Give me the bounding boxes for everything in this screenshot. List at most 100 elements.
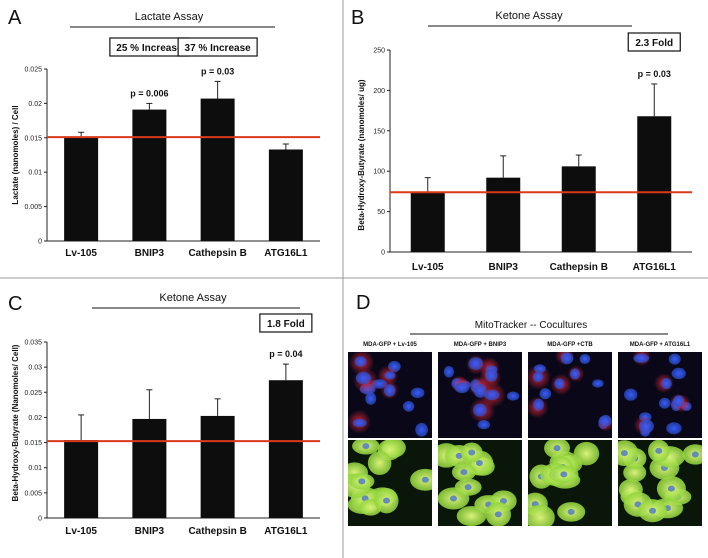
panel-letter-d: D [356, 292, 370, 314]
y-tick-label: 0.005 [24, 490, 42, 497]
nucleus [560, 471, 568, 478]
gfp-cell [573, 441, 600, 466]
p-value-label: p = 0.03 [638, 69, 671, 79]
gfp-cell [367, 451, 392, 475]
nucleus [506, 391, 520, 401]
category-label: Lv-105 [65, 248, 97, 259]
chart-title: Lactate Assay [135, 11, 204, 23]
category-label: Cathepsin B [550, 262, 608, 273]
gfp-image [528, 440, 612, 526]
nucleus [362, 443, 370, 450]
y-tick-label: 0.015 [24, 135, 42, 142]
gfp-cell [623, 463, 647, 482]
y-tick-label: 200 [373, 88, 385, 95]
annotation-label: 25 % Increase [116, 43, 183, 54]
nucleus [415, 422, 428, 437]
y-tick-label: 0 [381, 250, 385, 257]
mitotracker-image [618, 352, 702, 438]
bar [637, 116, 672, 252]
nucleus [455, 452, 463, 459]
nucleus [599, 414, 612, 427]
mitotracker-image [438, 352, 522, 438]
y-axis-label: Beta-Hydroxy-Butyrate (nanomoles/ ug) [357, 79, 366, 230]
p-value-label: p = 0.006 [130, 88, 168, 98]
nucleus [691, 451, 699, 458]
panel-b: B Ketone Assay Beta-Hydroxy-Butyrate (na… [351, 7, 692, 273]
nucleus [532, 371, 544, 383]
micrograph-grid: MDA-GFP + Lv-105 MDA-GFP + BNIP3 MDA-GFP +… [348, 342, 702, 526]
nucleus [666, 422, 682, 435]
nucleus [553, 445, 561, 452]
y-tick-label: 250 [373, 48, 385, 55]
nucleus [365, 392, 377, 405]
category-label: BNIP3 [135, 248, 165, 259]
gfp-image [348, 440, 432, 526]
category-label: Cathepsin B [188, 248, 246, 259]
y-tick-label: 100 [373, 169, 385, 176]
micrograph-title: MitoTracker -- Cocultures [475, 320, 587, 331]
mitotracker-image [348, 352, 432, 438]
nucleus [655, 447, 663, 454]
bar [132, 109, 167, 241]
bar [200, 415, 235, 518]
mitotracker-image [528, 352, 612, 438]
annotation-label: 37 % Increase [185, 43, 252, 54]
nucleus [554, 378, 565, 390]
gfp-cell [410, 468, 432, 491]
nucleus [485, 368, 498, 382]
y-tick-label: 0.03 [28, 365, 42, 372]
nucleus [354, 356, 367, 367]
gfp-cell [618, 440, 639, 466]
nucleus [638, 419, 654, 434]
nucleus [383, 384, 396, 397]
chart-title: Ketone Assay [495, 10, 563, 22]
panel-letter-a: A [8, 7, 22, 29]
nucleus [592, 379, 604, 388]
nucleus [633, 353, 650, 363]
nucleus [671, 367, 686, 380]
nucleus [673, 395, 685, 408]
y-tick-label: 50 [377, 209, 385, 216]
nucleus [539, 388, 552, 400]
annotation-label: 1.8 Fold [267, 319, 305, 330]
y-tick-label: 0 [38, 516, 42, 523]
y-tick-label: 0.015 [24, 440, 42, 447]
gfp-cell [528, 504, 555, 526]
annotation-label: 2.3 Fold [635, 38, 673, 49]
annotation-box [627, 32, 681, 52]
panel-letter-c: C [8, 293, 22, 315]
nucleus [668, 353, 681, 365]
p-value-label: p = 0.04 [269, 349, 302, 359]
y-tick-label: 0.02 [28, 415, 42, 422]
micrograph-column-label: MDA-GFP + Lv-105 [363, 342, 417, 348]
plot-area: 0 50 100 150 200 250 Lv-105 BNIP3 Cathepsin B ATG… [373, 32, 692, 273]
chart-title: Ketone Assay [159, 292, 227, 304]
category-label: Lv-105 [412, 262, 444, 273]
annotation-box [177, 37, 258, 57]
panel-d: D MitoTracker -- Cocultures MDA-GFP + Lv… [348, 292, 702, 526]
nucleus [475, 460, 483, 467]
nucleus [658, 397, 671, 409]
nucleus [402, 400, 415, 412]
category-label: Lv-105 [65, 526, 97, 537]
plot-area: 0 0.005 0.01 0.015 0.02 0.025 Lv-105 BNIP3 Cathe… [24, 37, 320, 259]
nucleus [473, 383, 487, 398]
bar [132, 418, 167, 518]
nucleus [499, 497, 507, 504]
nucleus [410, 387, 425, 399]
nucleus [464, 484, 472, 491]
nucleus [449, 495, 457, 502]
bar [64, 440, 99, 518]
bar [561, 166, 596, 252]
micrograph-column-label: MDA-GFP + BNIP3 [454, 342, 507, 348]
nucleus [454, 382, 470, 394]
y-axis-label: Beta-Hydroxy-Butyrate (Nanomoles/ Cell) [11, 344, 20, 501]
nucleus [667, 485, 675, 492]
category-label: ATG16L1 [264, 526, 308, 537]
bar [200, 98, 235, 241]
nucleus [567, 508, 575, 515]
micrograph-column-label: MDA-GFP +CTB [547, 342, 593, 348]
nucleus [355, 371, 372, 385]
nucleus [579, 354, 591, 364]
category-label: BNIP3 [135, 526, 165, 537]
